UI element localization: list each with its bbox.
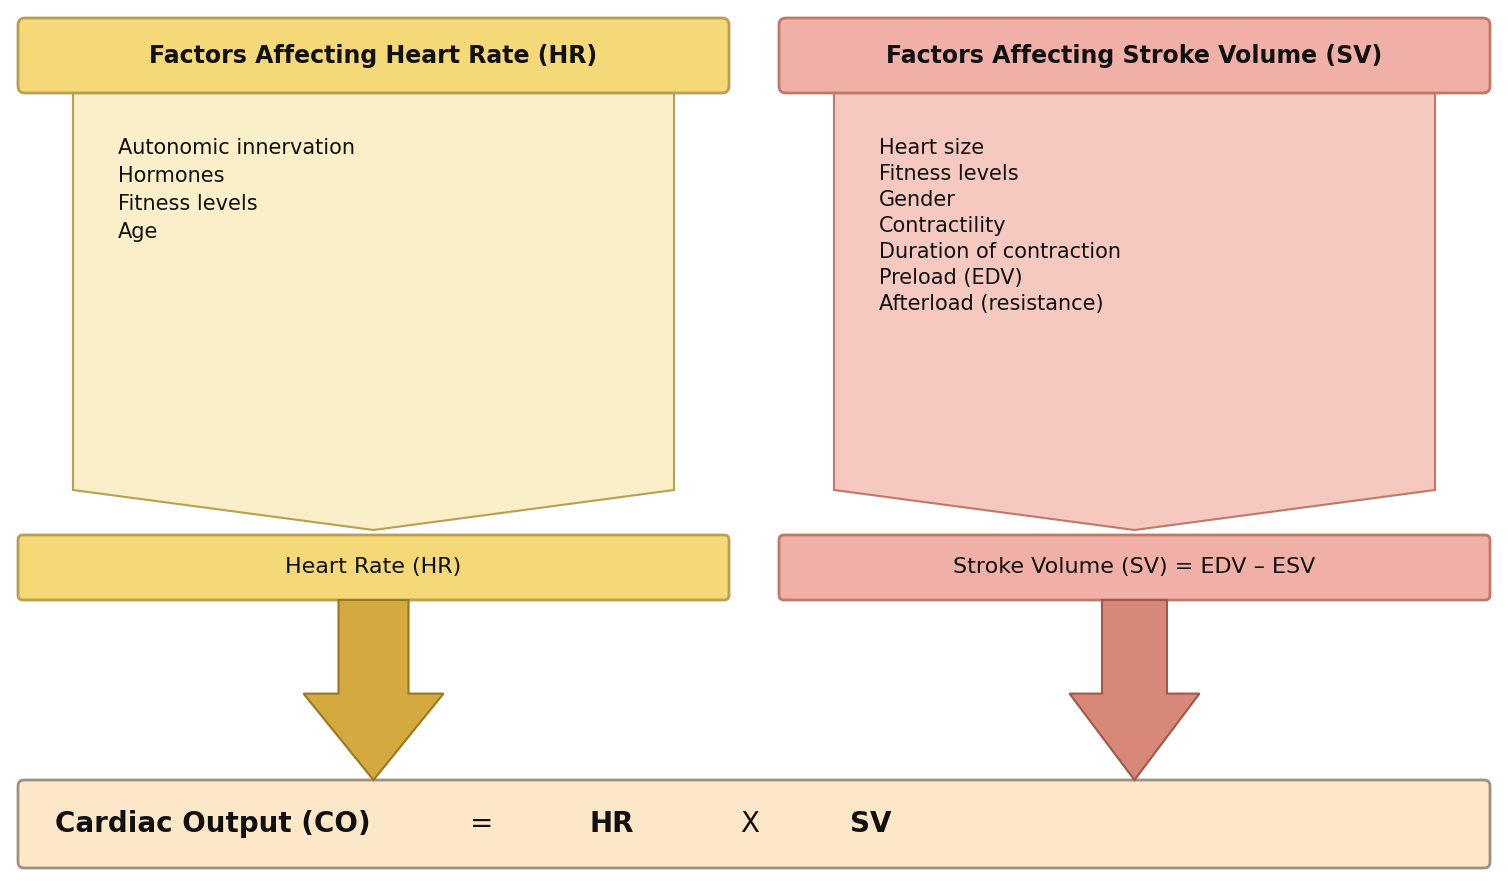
FancyBboxPatch shape	[780, 18, 1490, 93]
Text: SV: SV	[851, 810, 891, 838]
Text: Stroke Volume (SV) = EDV – ESV: Stroke Volume (SV) = EDV – ESV	[953, 557, 1315, 577]
Polygon shape	[303, 600, 443, 780]
Text: Autonomic innervation: Autonomic innervation	[118, 138, 354, 158]
Text: Hormones: Hormones	[118, 166, 225, 186]
Text: Gender: Gender	[879, 190, 956, 210]
FancyBboxPatch shape	[780, 535, 1490, 600]
Text: Age: Age	[118, 222, 158, 242]
FancyBboxPatch shape	[18, 535, 728, 600]
Polygon shape	[834, 93, 1436, 530]
Polygon shape	[72, 93, 674, 530]
Text: Factors Affecting Heart Rate (HR): Factors Affecting Heart Rate (HR)	[149, 43, 597, 67]
FancyBboxPatch shape	[18, 780, 1490, 868]
FancyBboxPatch shape	[18, 18, 728, 93]
Text: Fitness levels: Fitness levels	[879, 164, 1018, 184]
Text: Cardiac Output (CO): Cardiac Output (CO)	[54, 810, 371, 838]
Text: Factors Affecting Stroke Volume (SV): Factors Affecting Stroke Volume (SV)	[887, 43, 1383, 67]
Text: HR: HR	[590, 810, 635, 838]
Text: Contractility: Contractility	[879, 216, 1007, 236]
Text: Afterload (resistance): Afterload (resistance)	[879, 294, 1104, 314]
Text: Duration of contraction: Duration of contraction	[879, 242, 1120, 262]
Text: Fitness levels: Fitness levels	[118, 194, 258, 214]
Text: X: X	[740, 810, 759, 838]
Text: Preload (EDV): Preload (EDV)	[879, 268, 1022, 288]
Polygon shape	[1069, 600, 1199, 780]
Text: Heart size: Heart size	[879, 138, 985, 158]
Text: Heart Rate (HR): Heart Rate (HR)	[285, 557, 461, 577]
Text: =: =	[470, 810, 493, 838]
